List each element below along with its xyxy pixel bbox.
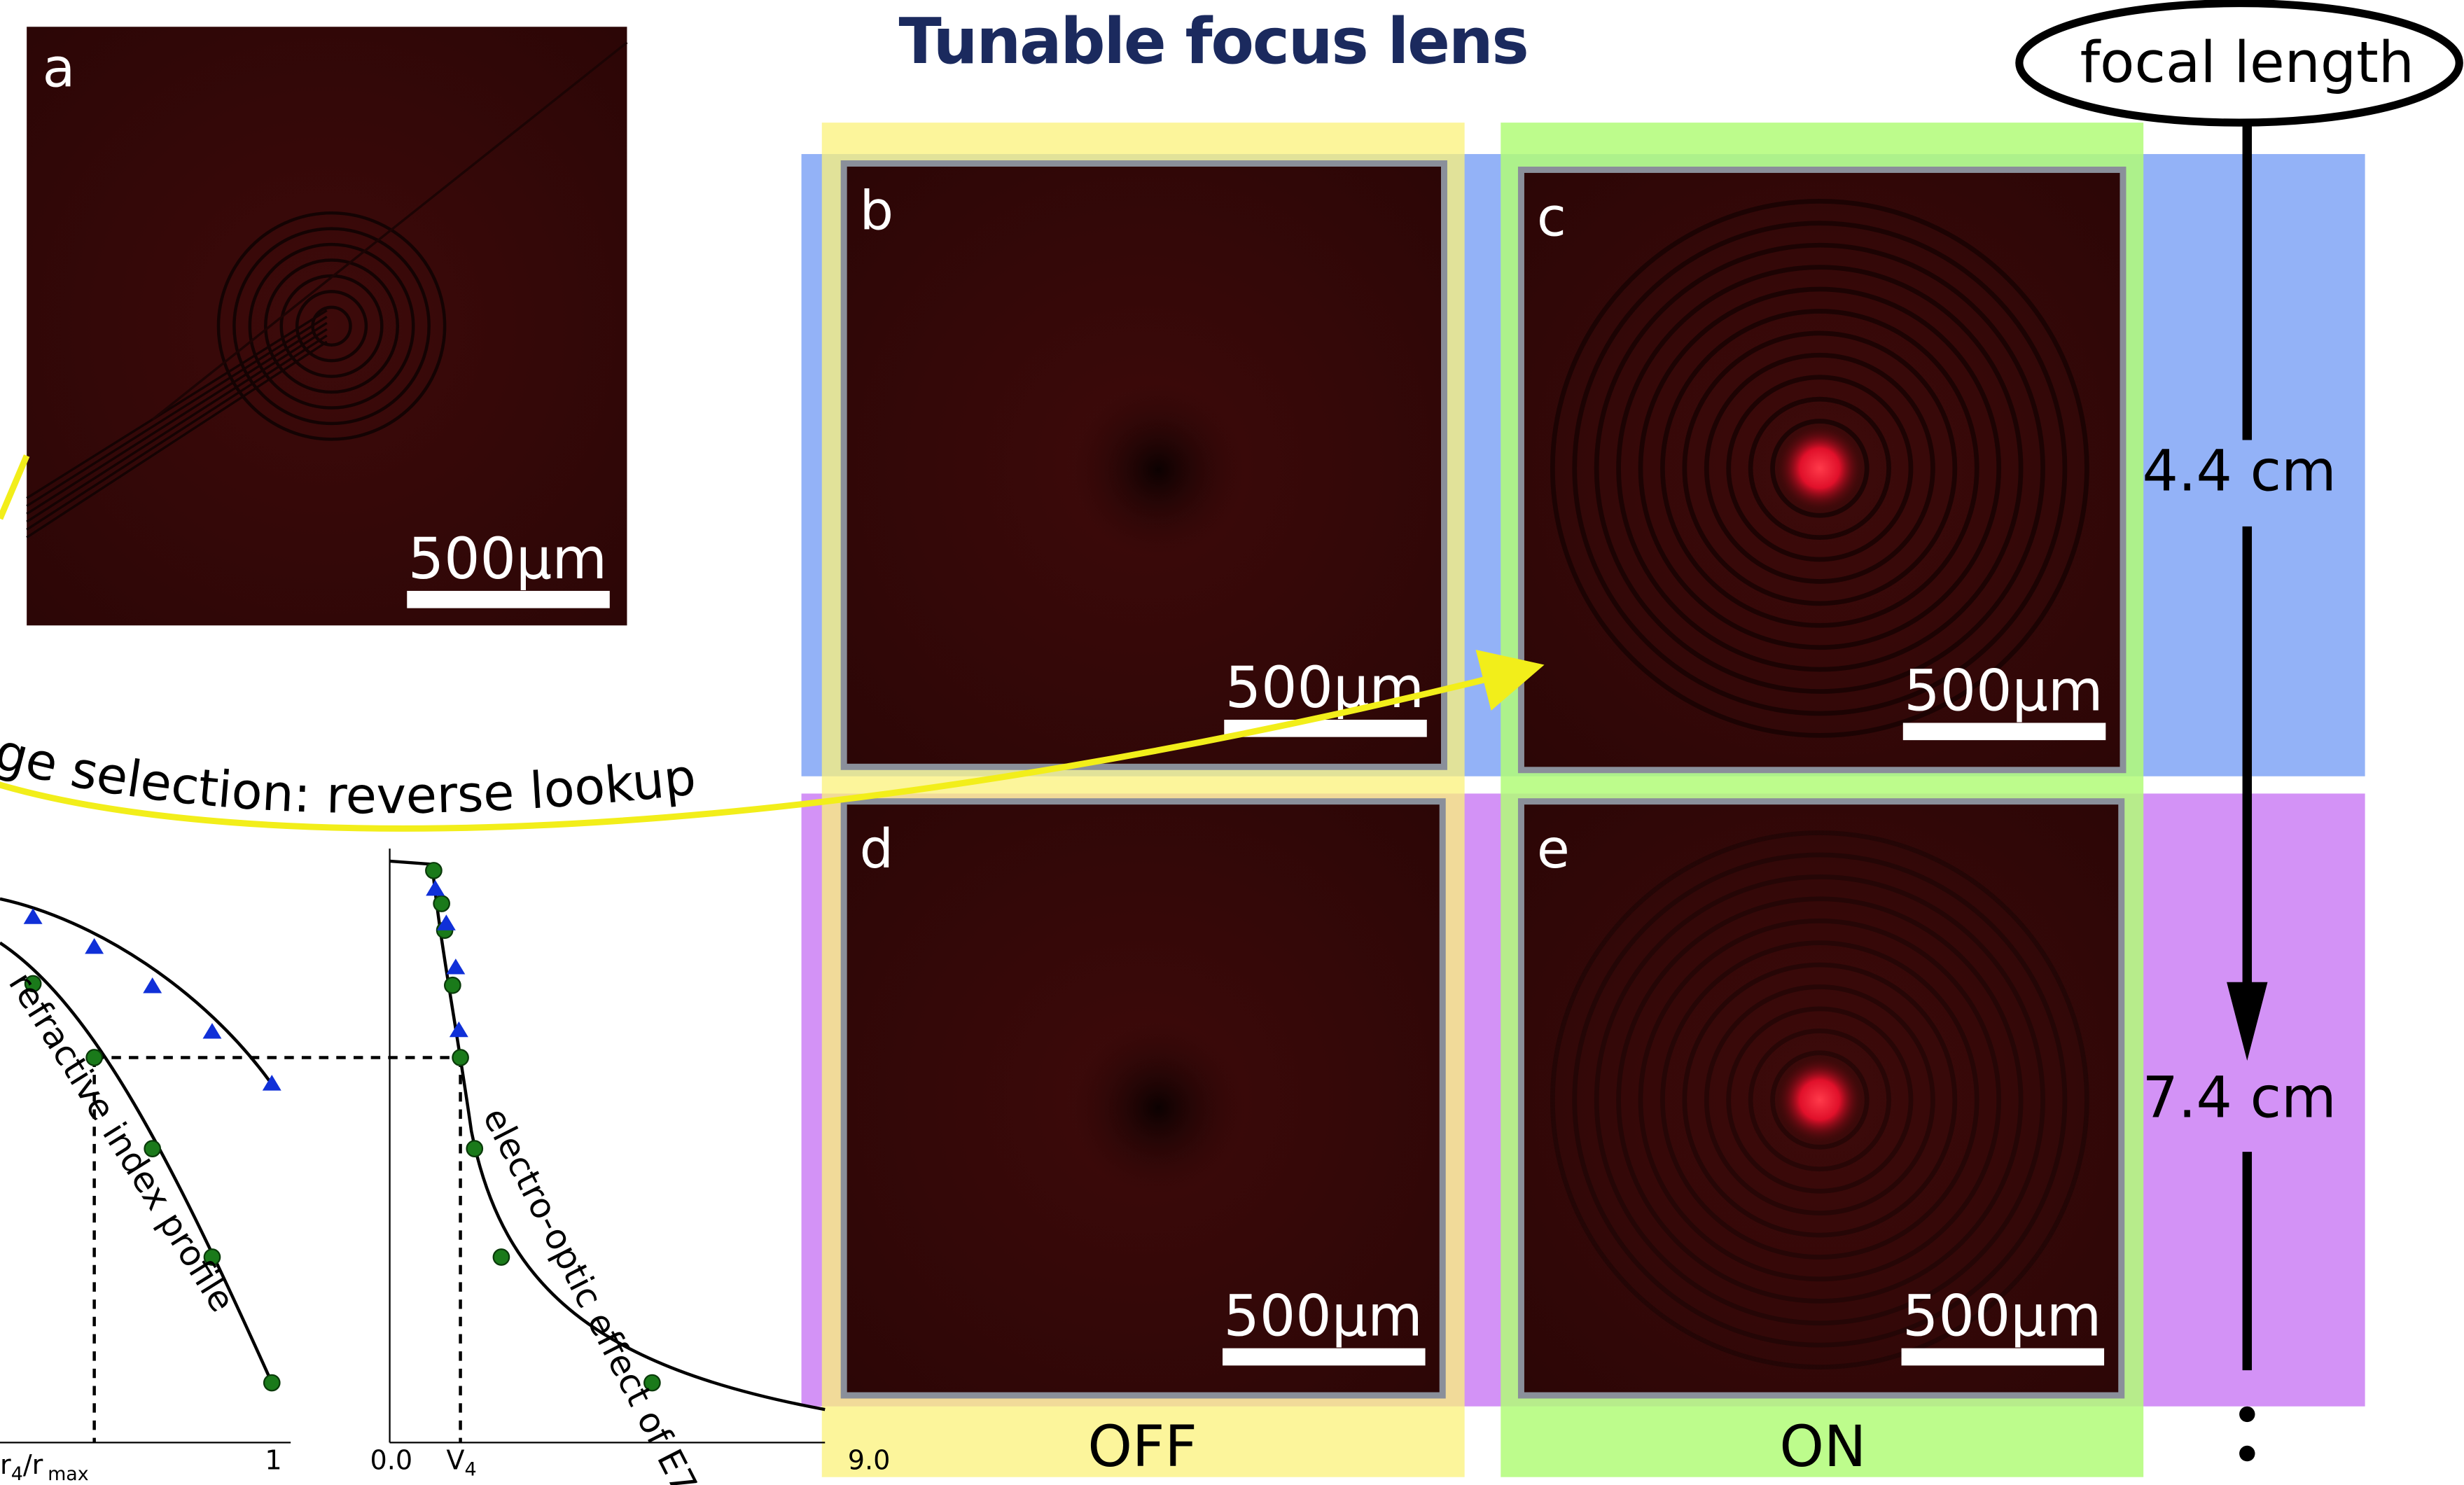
x-tick: 0.0 — [370, 1444, 412, 1475]
x-tick-part: V — [446, 1444, 464, 1475]
panel-label: b — [860, 180, 893, 242]
dark-spot — [1072, 1022, 1245, 1194]
scale-bar — [1223, 1348, 1426, 1366]
x-label-part: max — [48, 1463, 89, 1485]
curve-label: electro-optic effect of E7 — [475, 1101, 705, 1485]
image-panel: b 500µm — [844, 163, 1444, 767]
state-label: OFF — [1087, 1414, 1197, 1480]
scale-label: 500µm — [1904, 658, 2103, 724]
focal-value: 7.4 cm — [2142, 1066, 2336, 1131]
panels: a 500µm b 500µm c 500µm d 500µm e 500µm — [27, 27, 2123, 1395]
panel-label: e — [1537, 818, 1570, 880]
scale-label: 500µm — [408, 527, 607, 592]
x-label-part: r — [0, 1449, 11, 1480]
panel-label: c — [1537, 186, 1566, 249]
focus-spot — [1776, 424, 1864, 513]
scale-label: 500µm — [1902, 1284, 2101, 1350]
dot — [2239, 1407, 2255, 1422]
title: Tunable focus lens — [899, 6, 1528, 78]
dot — [2239, 1446, 2255, 1461]
focus-spot — [1776, 1056, 1864, 1144]
x-tick-part: 4 — [464, 1458, 476, 1480]
image-panel: e 500µm — [1521, 802, 2121, 1395]
image-panel: a 500µm — [27, 27, 627, 625]
scale-bar — [1902, 1348, 2105, 1366]
focal-value: 4.4 cm — [2142, 438, 2336, 504]
scale-label: 500µm — [1225, 655, 1424, 721]
dark-spot — [1072, 384, 1245, 557]
image-panel: d 500µm — [844, 802, 1442, 1395]
state-label: ON — [1779, 1414, 1866, 1480]
scale-bar — [1903, 723, 2106, 740]
x-tick: 9.0 — [848, 1444, 891, 1475]
focal-label: focal length — [2080, 30, 2414, 96]
panel-label: d — [860, 818, 893, 880]
x-tick: 1 — [265, 1444, 281, 1475]
image-panel: c 500µm — [1521, 169, 2123, 769]
x-label-part: 4 — [11, 1463, 23, 1485]
x-label-part: /r — [23, 1449, 43, 1480]
panel-label: a — [43, 37, 76, 99]
scale-bar — [407, 591, 610, 608]
figure: a 500µm b 500µm c 500µm d 500µm e 500µm Tunable f… — [0, 0, 2464, 1485]
x-tick: V4 — [446, 1444, 476, 1480]
scale-label: 500µm — [1224, 1284, 1423, 1350]
page: {"title": "Tunable focus lens", "panels"… — [0, 0, 2464, 1485]
lookup-arrow — [0, 456, 27, 519]
curve-label: refractive index profile — [1, 965, 243, 1318]
